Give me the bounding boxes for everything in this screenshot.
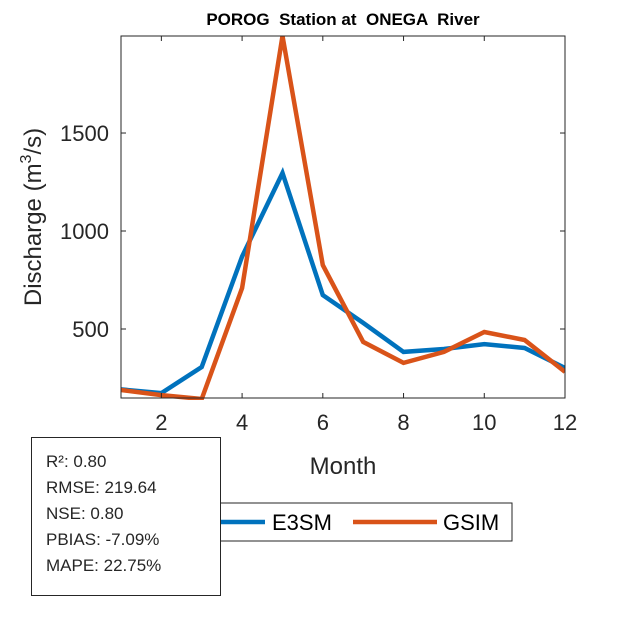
plot-area	[121, 36, 565, 398]
stat-rmse: RMSE: 219.64	[46, 478, 157, 497]
stat-pbias: PBIAS: -7.09%	[46, 530, 160, 549]
chart-title: POROG Station at ONEGA River	[206, 10, 480, 29]
stat-nse: NSE: 0.80	[46, 504, 124, 523]
x-axis-label: Month	[310, 453, 377, 480]
x-tick-label: 4	[236, 410, 248, 435]
x-tick-label: 8	[397, 410, 409, 435]
series-line-e3sm	[121, 167, 565, 396]
legend-label-gsim: GSIM	[443, 510, 499, 535]
x-tick-label: 6	[317, 410, 329, 435]
y-axis-label-main: Discharge (m	[20, 163, 47, 306]
x-tick-label: 2	[155, 410, 167, 435]
y-axis-label: Discharge (m3/s)	[18, 128, 47, 306]
y-axis-label-superscript: 3	[18, 154, 35, 163]
y-tick-label: 500	[72, 317, 109, 342]
x-tick-label: 12	[553, 410, 577, 435]
stat-r2: R²: 0.80	[46, 452, 107, 471]
y-tick-label: 1500	[60, 121, 109, 146]
y-axis-label-tail: /s)	[20, 128, 47, 155]
y-tick-label: 1000	[60, 219, 109, 244]
x-tick-label: 10	[472, 410, 496, 435]
statistics-box: R²: 0.80 RMSE: 219.64 NSE: 0.80 PBIAS: -…	[31, 437, 221, 596]
legend-label-e3sm: E3SM	[272, 510, 332, 535]
axis-layer: 2 4 6 8 10 12 500 1000 1500	[60, 35, 577, 435]
axes-box	[120, 35, 566, 399]
legend: E3SM GSIM	[175, 502, 513, 542]
stat-mape: MAPE: 22.75%	[46, 556, 162, 575]
